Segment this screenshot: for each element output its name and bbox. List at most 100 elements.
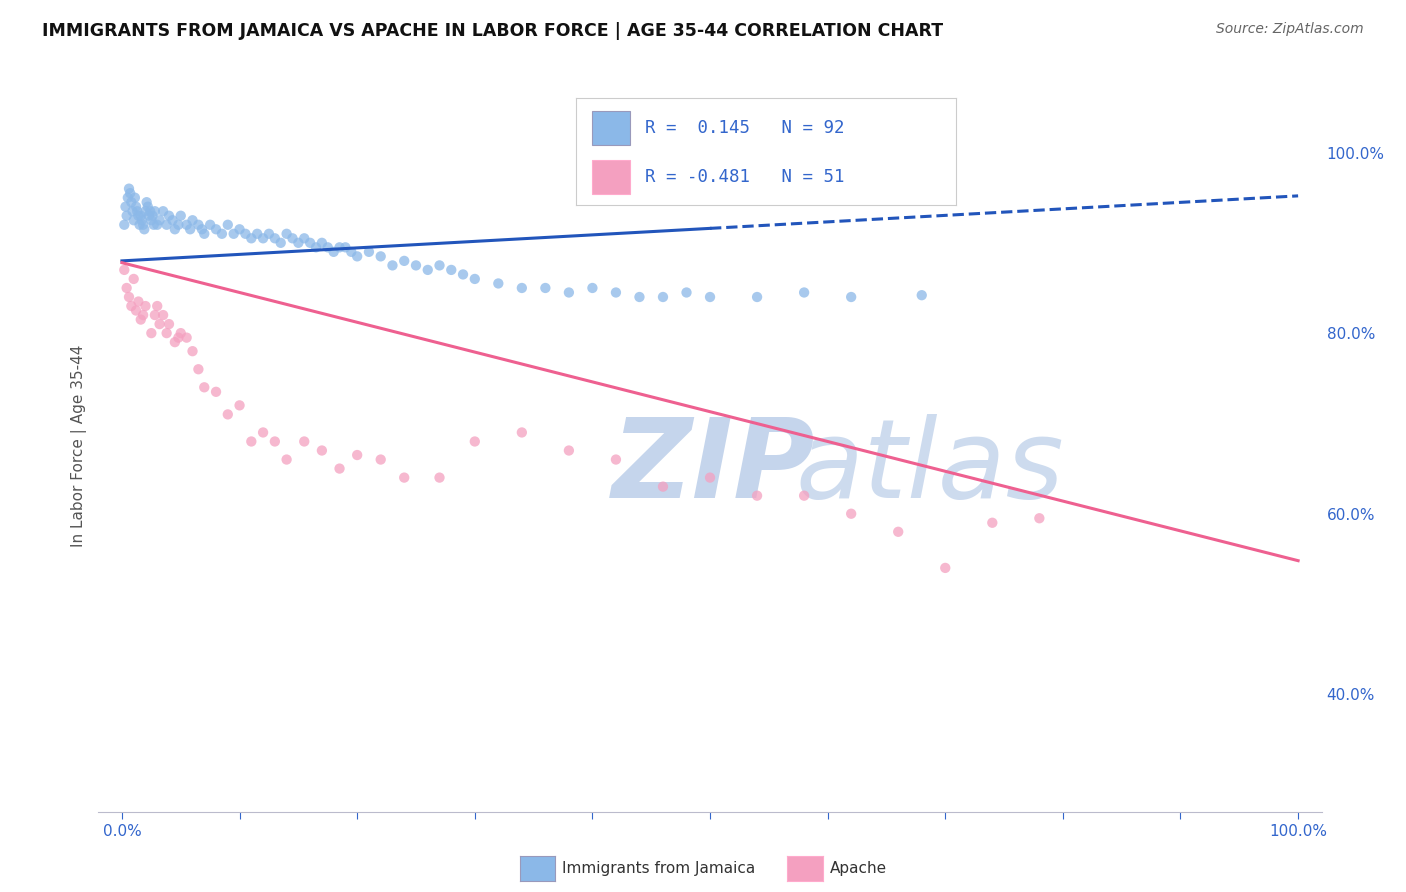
- Point: [257, 227, 280, 241]
- Point: [276, 227, 298, 241]
- Point: [510, 425, 533, 440]
- Point: [163, 222, 186, 236]
- Point: [124, 191, 146, 205]
- Point: [263, 434, 285, 449]
- Point: [340, 244, 363, 259]
- Point: [134, 222, 156, 236]
- Point: [839, 507, 862, 521]
- Point: [115, 281, 138, 295]
- Point: [118, 181, 141, 195]
- Point: [281, 231, 304, 245]
- Point: [187, 218, 209, 232]
- Point: [228, 222, 250, 236]
- Point: [125, 200, 148, 214]
- Point: [328, 240, 350, 254]
- Point: [115, 209, 138, 223]
- Point: [652, 290, 675, 304]
- Point: [270, 235, 292, 250]
- Point: [292, 231, 315, 245]
- Y-axis label: In Labor Force | Age 35-44: In Labor Force | Age 35-44: [72, 345, 87, 547]
- Point: [605, 285, 627, 300]
- Point: [120, 299, 142, 313]
- Point: [217, 218, 239, 232]
- Text: Source: ZipAtlas.com: Source: ZipAtlas.com: [1216, 22, 1364, 37]
- Point: [128, 218, 150, 232]
- Point: [405, 259, 427, 273]
- Point: [652, 480, 675, 494]
- Point: [117, 191, 139, 205]
- Point: [246, 227, 269, 241]
- Point: [181, 213, 204, 227]
- Point: [510, 281, 533, 295]
- Point: [934, 561, 956, 575]
- Text: Immigrants from Jamaica: Immigrants from Jamaica: [562, 862, 755, 876]
- Point: [141, 326, 163, 340]
- Point: [464, 434, 486, 449]
- Point: [328, 461, 350, 475]
- Point: [170, 326, 193, 340]
- Point: [292, 434, 315, 449]
- Point: [120, 195, 142, 210]
- Point: [335, 240, 357, 254]
- Point: [305, 240, 328, 254]
- Text: atlas: atlas: [796, 415, 1064, 522]
- Point: [911, 288, 934, 302]
- Point: [370, 249, 392, 263]
- Point: [149, 213, 172, 227]
- Point: [127, 294, 149, 309]
- Point: [138, 209, 160, 223]
- Point: [205, 222, 228, 236]
- Point: [228, 398, 250, 412]
- Point: [134, 204, 156, 219]
- Point: [176, 331, 198, 345]
- Point: [1028, 511, 1050, 525]
- Point: [276, 452, 298, 467]
- Point: [699, 290, 721, 304]
- Point: [157, 209, 180, 223]
- Point: [981, 516, 1004, 530]
- Point: [793, 489, 815, 503]
- Point: [127, 204, 149, 219]
- Point: [129, 209, 152, 223]
- Point: [793, 285, 815, 300]
- Point: [887, 524, 910, 539]
- Point: [122, 213, 145, 227]
- Point: [167, 331, 190, 345]
- Point: [451, 268, 474, 282]
- Point: [628, 290, 651, 304]
- Point: [605, 452, 627, 467]
- Point: [131, 213, 153, 227]
- Point: [143, 204, 166, 219]
- Point: [486, 277, 509, 291]
- Point: [181, 344, 204, 359]
- Point: [112, 263, 135, 277]
- Point: [558, 285, 581, 300]
- FancyBboxPatch shape: [592, 111, 630, 145]
- Point: [198, 218, 221, 232]
- Point: [416, 263, 439, 277]
- Point: [699, 470, 721, 484]
- Point: [322, 244, 344, 259]
- Point: [152, 308, 174, 322]
- Point: [675, 285, 697, 300]
- Point: [118, 290, 141, 304]
- Point: [134, 299, 156, 313]
- Point: [193, 227, 215, 241]
- Point: [149, 317, 172, 331]
- Text: ZIP: ZIP: [612, 415, 815, 522]
- Point: [217, 408, 239, 422]
- Point: [558, 443, 581, 458]
- Point: [139, 204, 162, 219]
- Point: [316, 240, 339, 254]
- Point: [392, 470, 416, 484]
- Point: [346, 448, 368, 462]
- Point: [311, 235, 333, 250]
- Point: [162, 213, 184, 227]
- Point: [193, 380, 215, 394]
- Point: [121, 204, 143, 219]
- Point: [357, 244, 380, 259]
- Point: [146, 299, 169, 313]
- Point: [263, 231, 285, 245]
- Point: [129, 312, 152, 326]
- Point: [127, 209, 149, 223]
